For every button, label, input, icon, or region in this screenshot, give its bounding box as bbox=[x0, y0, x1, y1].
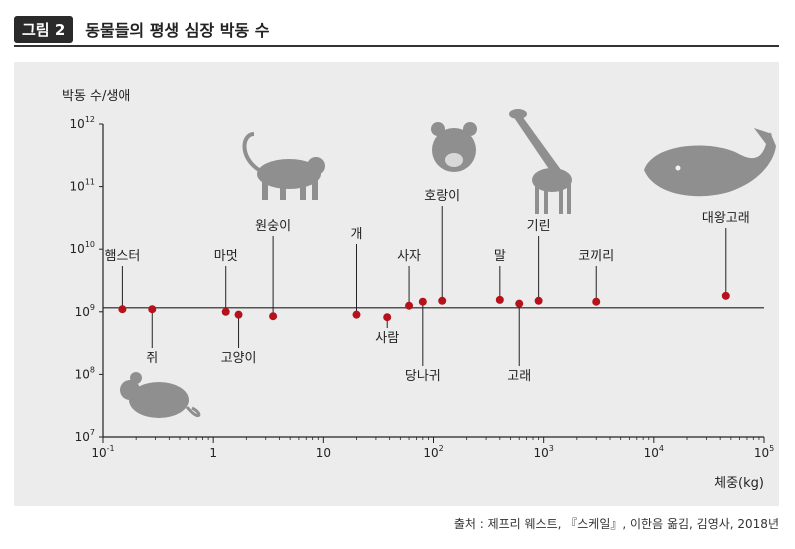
header-divider bbox=[14, 45, 779, 47]
giraffe-icon bbox=[509, 109, 572, 214]
data-point bbox=[383, 313, 392, 322]
data-point bbox=[592, 297, 601, 306]
monkey-leg bbox=[280, 176, 286, 200]
monkey-head bbox=[307, 157, 325, 175]
point-label: 당나귀 bbox=[405, 369, 441, 384]
x-tick-label: 104 bbox=[644, 444, 664, 460]
y-tick-label: 107 bbox=[75, 428, 95, 444]
figure-header: 그림 2 동물들의 평생 심장 박동 수 bbox=[14, 15, 269, 43]
tiger-head bbox=[432, 128, 476, 172]
whale-fluke bbox=[754, 128, 772, 144]
monkey-icon bbox=[242, 132, 325, 200]
data-point bbox=[405, 301, 414, 310]
data-point bbox=[721, 291, 730, 300]
point-label: 원숭이 bbox=[255, 219, 291, 234]
point-label: 말 bbox=[494, 249, 506, 264]
y-tick-label: 1011 bbox=[70, 178, 95, 194]
mouse-icon bbox=[120, 372, 201, 418]
point-label: 햄스터 bbox=[104, 248, 140, 264]
x-tick-label: 105 bbox=[754, 444, 774, 460]
whale-eye bbox=[675, 165, 681, 171]
point-label: 사람 bbox=[375, 331, 399, 346]
y-tick-label: 109 bbox=[75, 303, 95, 319]
data-point bbox=[418, 297, 427, 306]
monkey-leg bbox=[262, 174, 268, 200]
x-tick-label: 1 bbox=[209, 446, 217, 460]
point-label: 개 bbox=[351, 227, 363, 242]
mouse-head bbox=[120, 380, 140, 400]
x-tick-label: 102 bbox=[423, 444, 443, 460]
data-point bbox=[269, 312, 278, 321]
data-point bbox=[515, 299, 524, 308]
tiger-ear bbox=[463, 122, 477, 136]
chart-svg: 10-1 1 10 102 103 104 105 107 108 109 1010 1011 1012… bbox=[62, 89, 776, 491]
tiger-ear bbox=[431, 122, 445, 136]
point-label: 기린 bbox=[527, 219, 551, 234]
giraffe-leg bbox=[567, 184, 571, 214]
point-label: 마멋 bbox=[214, 249, 238, 264]
data-point bbox=[234, 310, 243, 319]
whale-icon bbox=[644, 128, 776, 197]
mouse-ear bbox=[130, 372, 142, 384]
point-label: 고래 bbox=[507, 369, 531, 384]
y-tick-label: 1010 bbox=[70, 240, 95, 256]
monkey-leg bbox=[300, 176, 306, 200]
point-label: 사자 bbox=[397, 249, 421, 264]
giraffe-neck bbox=[515, 116, 564, 178]
figure-badge: 그림 2 bbox=[14, 15, 74, 43]
data-point bbox=[148, 305, 157, 314]
y-axis-title: 박동 수/생애 bbox=[62, 89, 130, 104]
giraffe-head bbox=[509, 109, 527, 119]
data-point bbox=[221, 307, 230, 316]
point-label: 코끼리 bbox=[578, 249, 614, 264]
data-point bbox=[118, 305, 127, 314]
tiger-icon bbox=[431, 122, 477, 172]
y-tick-label: 1012 bbox=[70, 115, 95, 131]
chart-panel: 10-1 1 10 102 103 104 105 107 108 109 1010 1011 1012… bbox=[14, 62, 779, 506]
y-tick-label: 108 bbox=[75, 365, 95, 381]
x-axis-title: 체중(kg) bbox=[714, 476, 764, 491]
data-point bbox=[495, 295, 504, 304]
data-point bbox=[438, 296, 447, 305]
data-point bbox=[352, 310, 361, 319]
tiger-muzzle bbox=[445, 153, 463, 167]
source-caption: 출처 : 제프리 웨스트, 『스케일』, 이한음 옮김, 김영사, 2018년 bbox=[453, 517, 779, 531]
x-tick-label: 10 bbox=[316, 446, 331, 460]
point-label: 대왕고래 bbox=[702, 211, 750, 226]
whale-body bbox=[644, 132, 776, 197]
x-tick-label: 10-1 bbox=[91, 444, 114, 460]
figure-title: 동물들의 평생 심장 박동 수 bbox=[85, 21, 270, 40]
point-label: 호랑이 bbox=[424, 189, 460, 204]
giraffe-leg bbox=[559, 186, 563, 214]
mouse-body bbox=[129, 382, 189, 418]
point-label: 고양이 bbox=[221, 351, 257, 366]
giraffe-leg bbox=[544, 186, 548, 214]
monkey-tail bbox=[242, 132, 261, 172]
giraffe-leg bbox=[535, 184, 539, 214]
monkey-leg bbox=[312, 172, 318, 200]
data-point bbox=[534, 296, 543, 305]
point-label: 쥐 bbox=[146, 351, 158, 366]
mouse-tail bbox=[185, 406, 201, 417]
x-tick-label: 103 bbox=[533, 444, 553, 460]
